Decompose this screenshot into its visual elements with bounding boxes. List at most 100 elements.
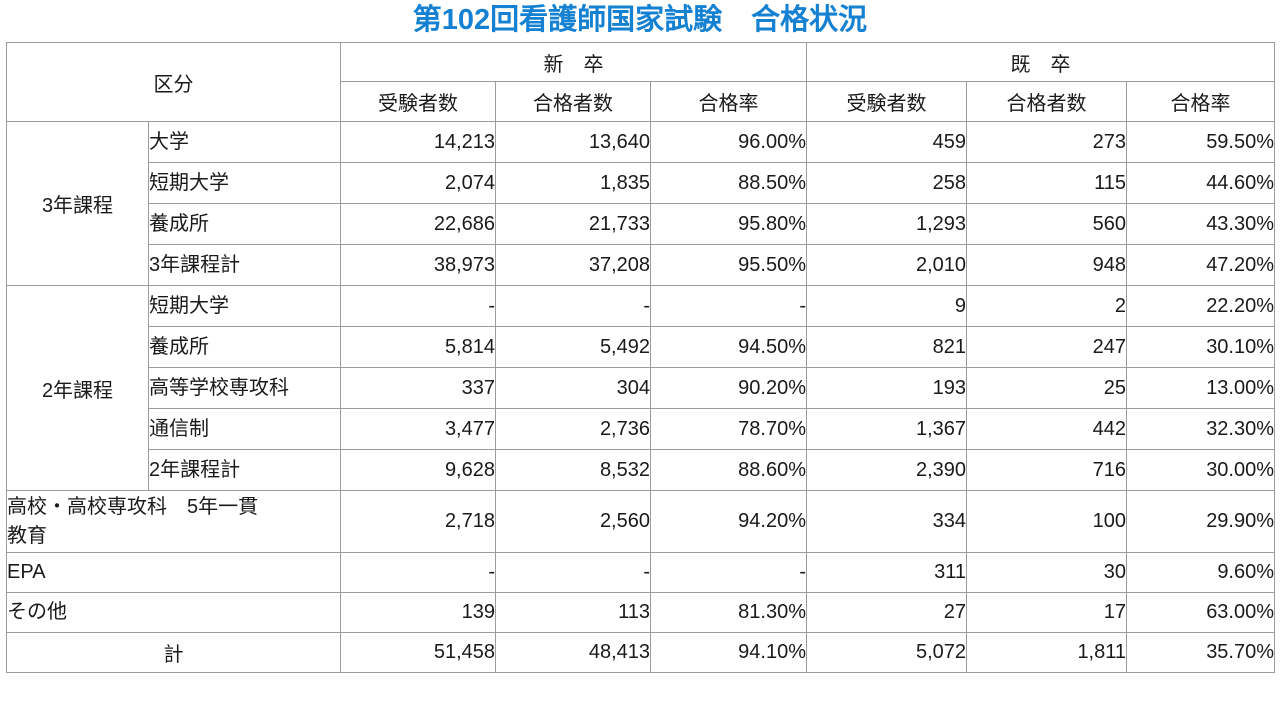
value-cell: 37,208 — [495, 244, 651, 286]
table-row: 養成所 22,686 21,733 95.80% 1,293 560 43.30% — [7, 203, 1276, 245]
value-cell: 13.00% — [1126, 367, 1276, 409]
page-title: 第102回看護師国家試験 合格状況 — [412, 4, 868, 36]
value-cell: 38,973 — [340, 244, 496, 286]
value-cell: 8,532 — [495, 449, 651, 491]
value-cell: 258 — [806, 162, 968, 204]
table-row: EPA - - -311 30 9.60% — [6, 552, 1276, 593]
value-cell: 716 — [966, 449, 1128, 491]
value-cell: 32.30% — [1126, 408, 1276, 450]
group-header-kisotsu: 既 卒 — [806, 42, 1276, 82]
value-cell: 22,686 — [340, 203, 496, 245]
value-cell: 9 — [806, 285, 968, 327]
value-cell: - — [649, 552, 808, 593]
value-cell: 100 — [966, 490, 1128, 553]
value-cell: 95.80% — [649, 203, 808, 245]
value-cell: 5,492 — [495, 326, 651, 368]
value-cell: 442 — [966, 408, 1128, 450]
value-cell: 247 — [966, 326, 1128, 368]
total-label-cell: 計 — [6, 632, 341, 673]
value-cell: 9.60% — [1126, 552, 1276, 593]
exam-results-table: 区分 新 卒 既 卒 受験者数 合格者数 合格率 受験者数 合格者数 合格率 3… — [6, 42, 1276, 673]
value-cell: 115 — [966, 162, 1128, 204]
table-header: 区分 新 卒 既 卒 受験者数 合格者数 合格率 受験者数 合格者数 合格率 — [6, 42, 1276, 122]
value-cell: 1,835 — [495, 162, 651, 204]
corner-header-kubun: 区分 — [6, 42, 341, 122]
table-body: 3年課程 大学 14,213 13,640 96.00% 459 273 59.50% 短期大学… — [6, 121, 1276, 673]
sub-header-examinees-repeat: 受験者数 — [806, 81, 968, 122]
value-cell: 560 — [966, 203, 1128, 245]
value-cell: 311 — [806, 552, 968, 593]
value-cell: 337 — [340, 367, 496, 409]
value-cell: 81.30% — [649, 592, 808, 633]
category-cell: 養成所 — [148, 203, 341, 245]
table-row: 高校・高校専攻科 5年一貫 教育 2,718 2,560 94.20% 334 100 29… — [6, 490, 1276, 553]
value-cell: 139 — [340, 592, 496, 633]
value-cell: 27 — [806, 592, 968, 633]
table-row: 計 51,458 48,413 94.10% 5,072 1,811 35.70% — [6, 632, 1276, 673]
value-cell: 13,640 — [495, 121, 651, 163]
value-cell: 2,074 — [340, 162, 496, 204]
group-header-shinsotsu: 新 卒 — [339, 42, 808, 82]
value-cell: 96.00% — [649, 121, 808, 163]
value-cell: 30.10% — [1126, 326, 1276, 368]
value-cell: 17 — [966, 592, 1128, 633]
value-cell: 948 — [966, 244, 1128, 286]
value-cell: - — [340, 285, 496, 327]
value-cell: 821 — [806, 326, 968, 368]
category-cell: 高校・高校専攻科 5年一貫 教育 — [6, 490, 341, 553]
value-cell: 25 — [966, 367, 1128, 409]
value-cell: 29.90% — [1126, 490, 1276, 553]
value-cell: - — [495, 552, 651, 593]
value-cell: 44.60% — [1126, 162, 1276, 204]
table-row: 2年課程 短期大学 - - -9 2 22.20% — [6, 285, 1276, 491]
value-cell: 5,814 — [340, 326, 496, 368]
value-cell: 2,736 — [495, 408, 651, 450]
value-cell: 94.10% — [649, 632, 808, 673]
value-cell: 2,010 — [806, 244, 968, 286]
value-cell: 63.00% — [1126, 592, 1276, 633]
value-cell: 90.20% — [649, 367, 808, 409]
value-cell: 30.00% — [1126, 449, 1276, 491]
value-cell: 2,390 — [806, 449, 968, 491]
value-cell: - — [495, 285, 651, 327]
category-group-cell: 3年課程 — [6, 121, 149, 286]
value-cell: 48,413 — [495, 632, 651, 673]
value-cell: 22.20% — [1126, 285, 1276, 327]
value-cell: - — [649, 285, 808, 327]
value-cell: 9,628 — [340, 449, 496, 491]
value-cell: 88.50% — [649, 162, 808, 204]
category-group-cell: 2年課程 — [6, 285, 149, 491]
table-row: 2年課程計 9,628 8,532 88.60% 2,390 716 30.00% — [7, 449, 1276, 491]
value-cell: 43.30% — [1126, 203, 1276, 245]
category-cell: 通信制 — [148, 408, 341, 450]
value-cell: 35.70% — [1126, 632, 1276, 673]
category-cell: 短期大学 — [148, 285, 341, 327]
value-cell: 51,458 — [340, 632, 496, 673]
sub-header-passers-new: 合格者数 — [495, 81, 651, 122]
table-row: 3年課程 大学 14,213 13,640 96.00% 459 273 59.50% — [6, 121, 1276, 286]
value-cell: 88.60% — [649, 449, 808, 491]
sub-header-passrate-repeat: 合格率 — [1126, 81, 1276, 122]
category-cell: 短期大学 — [148, 162, 341, 204]
category-cell: 2年課程計 — [148, 449, 341, 491]
value-cell: 2,560 — [495, 490, 651, 553]
table-row: 高等学校専攻科 337 304 90.20% 193 25 13.00% — [7, 367, 1276, 409]
value-cell: 30 — [966, 552, 1128, 593]
value-cell: 334 — [806, 490, 968, 553]
value-cell: 3,477 — [340, 408, 496, 450]
category-cell: その他 — [6, 592, 341, 633]
value-cell: 193 — [806, 367, 968, 409]
value-cell: 113 — [495, 592, 651, 633]
value-cell: 5,072 — [806, 632, 968, 673]
sub-header-examinees-new: 受験者数 — [340, 81, 496, 122]
value-cell: 1,367 — [806, 408, 968, 450]
value-cell: 273 — [966, 121, 1128, 163]
value-cell: 1,293 — [806, 203, 968, 245]
value-cell: 1,811 — [966, 632, 1128, 673]
value-cell: 21,733 — [495, 203, 651, 245]
category-cell: 高等学校専攻科 — [148, 367, 341, 409]
table-row: 養成所 5,814 5,492 94.50% 821 247 30.10% — [7, 326, 1276, 368]
value-cell: 304 — [495, 367, 651, 409]
value-cell: 459 — [806, 121, 968, 163]
